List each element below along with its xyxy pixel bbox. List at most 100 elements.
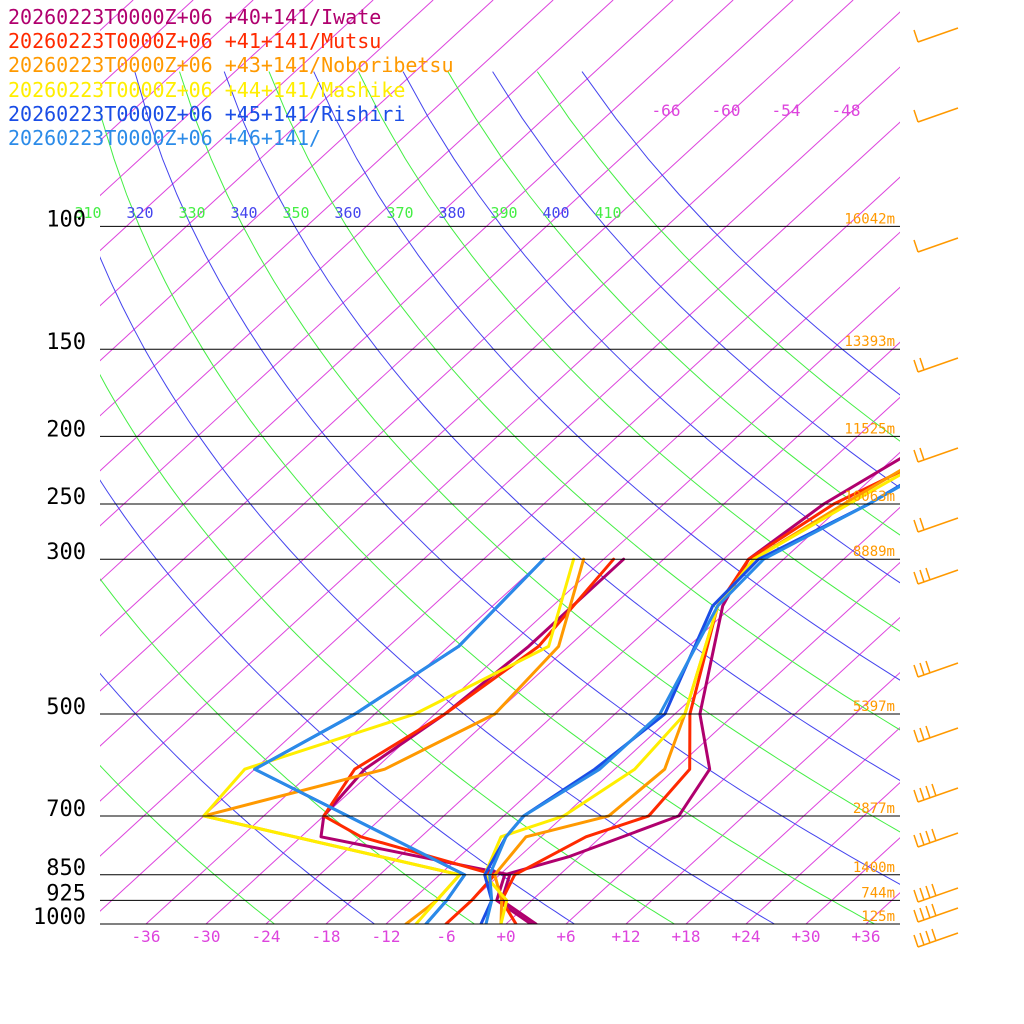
height-label: 10063m	[844, 489, 895, 505]
wind-barb-icon	[913, 783, 959, 803]
wind-barb-feather	[931, 828, 937, 842]
dry-adiabat-line	[134, 71, 900, 885]
wind-barb-feather	[925, 830, 931, 844]
dry-adiabat-line	[100, 764, 275, 924]
wind-barb-feather	[931, 883, 937, 897]
dry-adiabat-line	[447, 71, 900, 536]
theta-label: 370	[386, 204, 413, 222]
wind-barb-icon	[913, 883, 959, 903]
theta-label: 340	[230, 204, 257, 222]
height-label: 13393m	[844, 334, 895, 350]
isotherm-line	[265, 341, 900, 924]
isotherm-line	[100, 0, 614, 472]
temperature-trace	[484, 484, 900, 924]
temperature-trace	[483, 473, 900, 924]
height-label: 16042m	[844, 211, 895, 227]
isotherm-line	[145, 231, 900, 924]
temperature-tick-label: -18	[312, 927, 341, 946]
isotherm-line	[100, 0, 374, 252]
temperature-tick-label: +36	[852, 927, 881, 946]
temperature-tick-label: -12	[372, 927, 401, 946]
isotherm-line	[100, 0, 554, 417]
dry-adiabat-line	[100, 672, 375, 924]
wind-barb-feather	[925, 725, 931, 739]
wind-barb-icon	[913, 447, 959, 463]
dry-adiabat-line	[100, 373, 675, 924]
legend-entry: 20260223T0000Z+06 +46+141/	[8, 126, 322, 151]
theta-label: 310	[74, 204, 101, 222]
isotherm-line	[986, 0, 1024, 924]
wind-barb-feather	[925, 885, 931, 899]
dry-adiabat-line	[402, 71, 900, 584]
isotherm-line	[100, 0, 674, 527]
height-label: 2877m	[853, 801, 895, 817]
temperature-tick-label: +24	[732, 927, 761, 946]
wind-barb-feather	[913, 664, 919, 678]
legend-entry: 20260223T0000Z+06 +44+141/Mashike	[8, 77, 406, 102]
legend-entry: 20260223T0000Z+06 +45+141/Rishiri	[8, 101, 406, 126]
wind-barb-feather	[919, 662, 925, 676]
isotherm-line	[745, 782, 900, 924]
wind-barb-icon	[913, 903, 959, 923]
isotherm-line	[100, 0, 314, 197]
temperature-tick-label: -36	[132, 927, 161, 946]
isotherm-line	[100, 0, 854, 692]
wind-barb-feather	[919, 787, 925, 801]
wind-barb-feather	[925, 785, 931, 799]
dry-adiabat-line	[179, 71, 900, 833]
pressure-label: 1000	[33, 905, 86, 930]
isotherm-line	[100, 0, 734, 582]
temperature-tick-label: +30	[792, 927, 821, 946]
theta-label: 360	[334, 204, 361, 222]
isotherm-line	[625, 671, 900, 924]
wind-barb-feather	[925, 660, 931, 674]
height-label: 5397m	[853, 699, 895, 715]
wind-barb-feather	[913, 109, 919, 123]
wind-barb-feather	[925, 905, 931, 919]
wind-barb-feather	[913, 934, 919, 948]
wind-barb-feather	[919, 932, 925, 946]
theta-label: 400	[542, 204, 569, 222]
wind-barb-icon	[913, 517, 959, 533]
wind-barb-feather	[925, 930, 931, 944]
wind-barb-feather	[913, 571, 919, 585]
wind-barb-feather	[919, 907, 925, 921]
wind-barb-icon	[913, 237, 959, 253]
wind-barb-feather	[919, 887, 925, 901]
isotherm-line	[805, 837, 900, 924]
wind-barb-feather	[931, 903, 937, 917]
height-label: 125m	[861, 909, 895, 925]
dry-adiabat-line	[100, 578, 475, 924]
plot-area	[100, 0, 1024, 924]
wind-barb-icon	[913, 928, 959, 948]
isotherm-line	[100, 121, 900, 857]
temperature-tick-label: -24	[252, 927, 281, 946]
isotherm-line	[325, 396, 900, 924]
wind-barb-feather	[919, 517, 925, 531]
theta-label: 320	[126, 204, 153, 222]
pressure-label: 200	[46, 417, 86, 442]
isotherm-line	[100, 11, 900, 747]
wind-barb-feather	[931, 783, 937, 797]
temperature-tick-label: -30	[192, 927, 221, 946]
dry-adiabat-line	[223, 71, 900, 781]
isotherm-line	[685, 726, 900, 924]
dry-adiabat-line	[100, 479, 575, 924]
wind-barb-feather	[913, 889, 919, 903]
wind-barb-icon	[913, 357, 959, 373]
isotherm-line	[385, 451, 900, 924]
wind-barb-feather	[925, 567, 931, 581]
isotherm-top-label: -54	[772, 101, 801, 120]
wind-barb-feather	[913, 239, 919, 253]
wind-barb-feather	[913, 909, 919, 923]
wind-barb-feather	[913, 519, 919, 533]
pressure-label: 150	[46, 330, 86, 355]
theta-label: 330	[178, 204, 205, 222]
wind-barb-feather	[913, 359, 919, 373]
height-label: 744m	[861, 885, 895, 901]
pressure-label: 100	[46, 207, 86, 232]
wind-barb-feather	[919, 832, 925, 846]
theta-label: 390	[490, 204, 517, 222]
isotherm-line	[100, 0, 794, 637]
theta-label: 350	[282, 204, 309, 222]
